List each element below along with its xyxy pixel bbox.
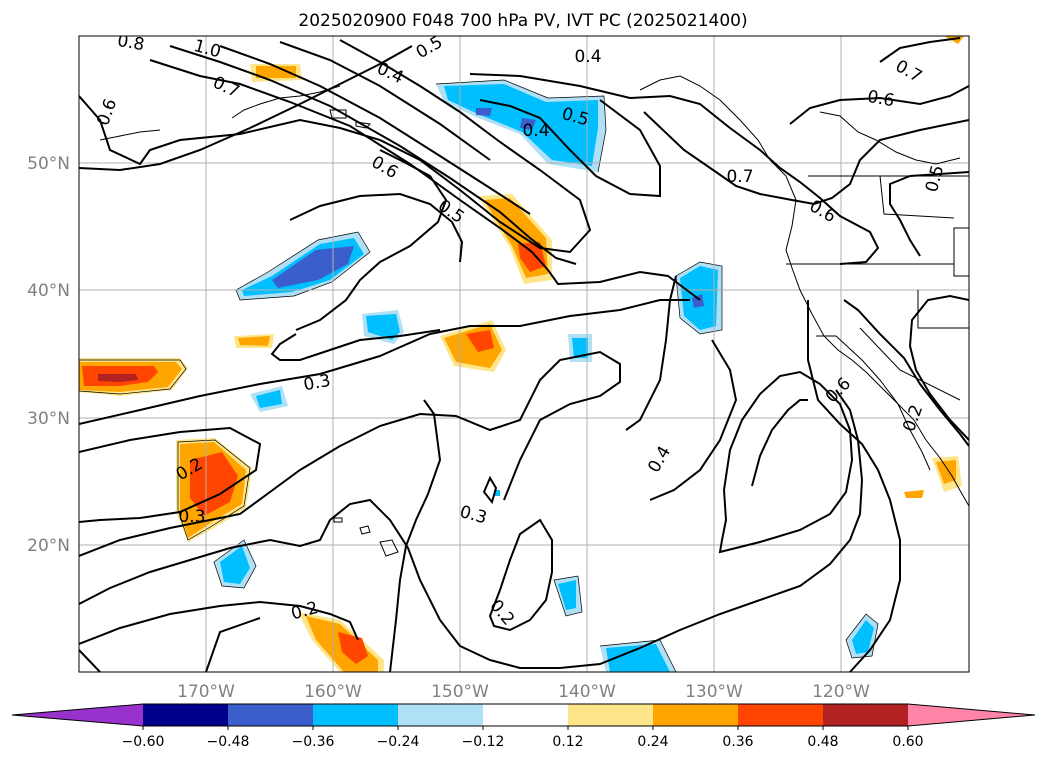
colorbar-tick-label: 0.36 [722, 734, 753, 750]
lat-label-30n: 30°N [27, 409, 70, 429]
latitude-labels: 50°N 40°N 30°N 20°N [27, 154, 70, 556]
contour-label: 0.6 [866, 87, 896, 111]
negative-anomaly-region [520, 118, 536, 130]
lon-label-130w: 130°W [685, 682, 743, 702]
contour-label: 0.4 [574, 47, 601, 67]
negative-anomaly-region [558, 580, 576, 610]
colorbar-segment [398, 704, 483, 726]
lon-label-120w: 120°W [812, 682, 870, 702]
contour-label: 0.8 [116, 31, 146, 55]
colorbar-segment [483, 704, 568, 726]
colorbar-tick-label: 0.12 [552, 734, 583, 750]
positive-anomaly-region [190, 452, 238, 516]
chart-title: 2025020900 F048 700 hPa PV, IVT PC (2025… [298, 11, 747, 31]
graticule [79, 36, 969, 672]
positive-anomaly-region [936, 460, 956, 484]
negative-anomaly-region [606, 644, 670, 672]
contour-label: 0.7 [726, 167, 753, 187]
negative-anomaly-region [852, 620, 874, 654]
colorbar-tick-label: 0.48 [807, 734, 838, 750]
colorbar-tick-label: −0.60 [122, 734, 165, 750]
colorbar-segment [313, 704, 398, 726]
positive-anomaly-region [238, 336, 270, 346]
negative-anomaly-region [256, 390, 282, 408]
negative-anomaly-region [476, 108, 492, 116]
negative-anomaly-region [692, 294, 704, 308]
lat-label-50n: 50°N [27, 154, 70, 174]
positive-anomaly-region [256, 66, 296, 78]
lon-label-170w: 170°W [177, 682, 235, 702]
colorbar-segment [823, 704, 908, 726]
pv-contours [79, 37, 969, 672]
colorbar-tick-label: 0.24 [637, 734, 668, 750]
colorbar-tick-label: −0.12 [462, 734, 505, 750]
colorbar-segment [738, 704, 823, 726]
longitude-labels: 170°W 160°W 150°W 140°W 130°W 120°W [177, 682, 870, 702]
map-area: 0.8 1.0 0.7 0.6 0.5 0.4 0.5 0.4 0.4 0.7 … [79, 31, 969, 672]
colorbar-segment [568, 704, 653, 726]
colorbar-tick-label: −0.36 [292, 734, 335, 750]
negative-anomaly-region [572, 338, 588, 358]
lon-label-150w: 150°W [431, 682, 489, 702]
colorbar-tick-label: −0.48 [207, 734, 250, 750]
contour-label: 0.4 [522, 121, 549, 141]
positive-anomaly-region [466, 330, 494, 352]
contour-label: 0.3 [302, 371, 332, 395]
colorbar-segment [228, 704, 313, 726]
map-frame [78, 35, 970, 673]
colorbar-segment [143, 704, 228, 726]
lon-label-140w: 140°W [558, 682, 616, 702]
lon-label-160w: 160°W [304, 682, 362, 702]
coastlines [99, 75, 969, 557]
colorbar-extend-low [12, 704, 143, 726]
positive-anomaly-region [338, 632, 368, 664]
colorbar-tick-label: −0.24 [377, 734, 420, 750]
positive-anomaly-region [98, 374, 138, 382]
lat-label-40n: 40°N [27, 281, 70, 301]
colorbar-tick-label: 0.60 [892, 734, 923, 750]
negative-anomaly-region [220, 546, 250, 584]
colorbar-extend-high [908, 704, 1035, 726]
negative-anomaly-region [366, 314, 400, 340]
lat-label-20n: 20°N [27, 536, 70, 556]
colorbar-segment [653, 704, 738, 726]
contour-label: 0.3 [178, 507, 205, 527]
colorbar: −0.60 −0.48 −0.36 −0.24 −0.12 0.12 0.24 0.36 0.4… [11, 703, 1036, 750]
positive-anomaly-region [518, 242, 546, 272]
positive-anomaly-region [904, 490, 924, 498]
